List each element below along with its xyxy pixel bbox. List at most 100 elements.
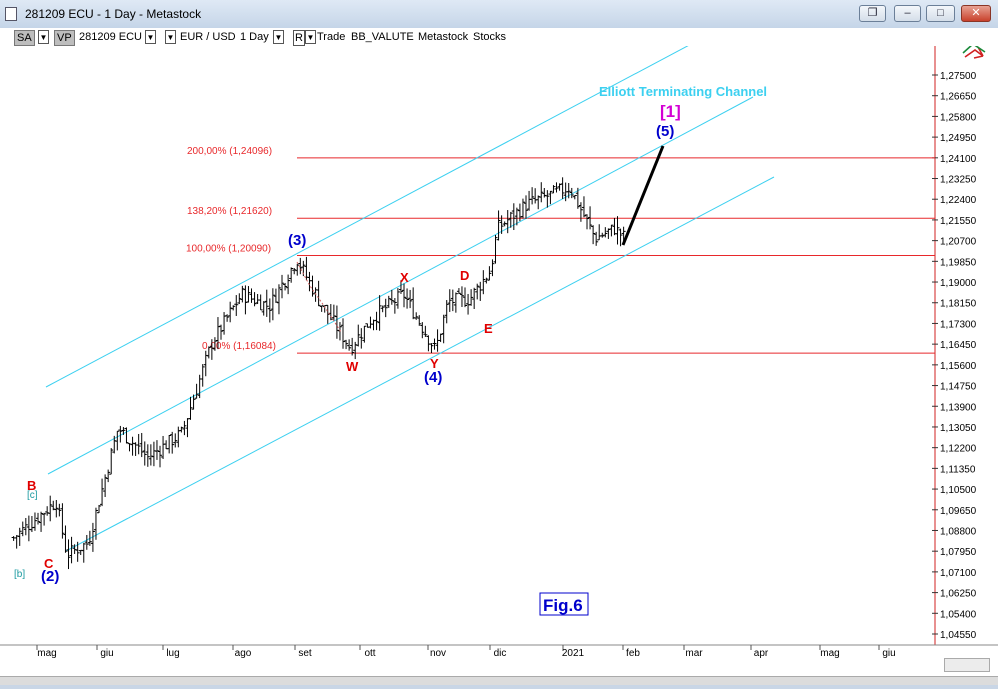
price-bar (383, 298, 388, 318)
price-bar (371, 319, 376, 331)
price-bar (100, 478, 105, 507)
window-title: 281209 ECU - 1 Day - Metastock (25, 7, 202, 21)
price-bar (255, 294, 260, 305)
price-bar (585, 214, 590, 230)
price-bar (533, 188, 538, 204)
sa-button[interactable]: SA (14, 30, 35, 46)
price-bar (456, 288, 461, 295)
vp-button[interactable]: VP (54, 30, 75, 46)
price-bar (142, 441, 147, 466)
price-bar (392, 298, 397, 314)
price-bar (594, 231, 599, 246)
channel-title: Elliott Terminating Channel (599, 84, 767, 99)
pair-name: EUR / USD (180, 31, 236, 43)
pair-dropdown-icon[interactable]: ▼ (165, 30, 176, 44)
price-bar (286, 274, 291, 295)
price-bar (444, 300, 449, 324)
price-bar (307, 271, 312, 292)
price-bar (36, 512, 41, 525)
price-bar (270, 288, 275, 321)
y-tick-label: 1,23250 (940, 175, 977, 186)
restore-down-button[interactable]: ❐ (859, 5, 886, 22)
r-button[interactable]: R (293, 30, 305, 46)
x-tick-label: giu (100, 648, 113, 659)
sa-dropdown-icon[interactable]: ▼ (38, 30, 49, 44)
x-tick-label: mag (820, 648, 839, 659)
price-bar (72, 544, 77, 554)
maximize-button[interactable]: □ (926, 5, 955, 22)
channel-line (45, 0, 775, 388)
price-bar (26, 515, 31, 542)
chart-toolbar: SA ▼ VP 281209 ECU ▼ ▼ EUR / USD 1 Day ▼… (0, 28, 998, 46)
close-button[interactable]: ✕ (961, 5, 991, 22)
price-bar (545, 190, 550, 208)
security-dropdown-icon[interactable]: ▼ (145, 30, 156, 44)
wave-label-c: C (44, 556, 54, 571)
price-bar (151, 441, 156, 467)
status-strip (0, 676, 998, 685)
price-bar (273, 288, 278, 303)
price-bar (42, 512, 47, 526)
r-dropdown-icon[interactable]: ▼ (305, 30, 316, 44)
price-bar (438, 333, 443, 343)
price-bar (200, 364, 205, 387)
price-bar (139, 432, 144, 458)
minimize-button[interactable]: – (894, 5, 921, 22)
price-bar (170, 431, 175, 454)
price-bar (66, 539, 71, 570)
price-bar (487, 266, 492, 281)
wave-label-bracket-b: [b] (14, 569, 25, 580)
price-bar (578, 202, 583, 222)
y-tick-label: 1,21550 (940, 216, 977, 227)
price-bar (32, 512, 37, 531)
price-bar (450, 289, 455, 312)
x-tick-label: ott (364, 648, 375, 659)
price-bar (23, 517, 28, 536)
price-bar (148, 444, 153, 466)
price-bar (258, 294, 263, 311)
green-arrow (962, 42, 986, 54)
price-bar (490, 259, 495, 277)
y-tick-label: 1,04550 (940, 630, 977, 641)
toolbar-item-stocks[interactable]: Stocks (473, 31, 507, 43)
price-bar (459, 286, 464, 307)
price-bar (237, 293, 242, 304)
price-bar (417, 315, 422, 326)
y-tick-label: 1,07100 (940, 568, 977, 579)
price-bar (243, 285, 248, 315)
toolbar-item-trade[interactable]: Trade (317, 31, 346, 43)
price-bar (597, 224, 602, 241)
price-bar (377, 295, 382, 331)
price-bar (472, 287, 477, 310)
period-dropdown-icon[interactable]: ▼ (273, 30, 284, 44)
price-bar (554, 182, 559, 193)
fig-label-text: Fig.6 (543, 596, 583, 615)
horizontal-scrollbar[interactable] (944, 658, 990, 672)
x-tick-label: apr (754, 648, 769, 659)
price-bar (112, 435, 117, 454)
price-bar (39, 511, 44, 532)
security-name: 281209 ECU (79, 31, 142, 43)
price-bar (54, 500, 59, 518)
price-bar (276, 284, 281, 315)
toolbar-item-metastock[interactable]: Metastock (418, 31, 469, 43)
price-bar (368, 316, 373, 329)
price-bar (530, 187, 535, 205)
price-bar (356, 324, 361, 347)
price-bar (469, 289, 474, 306)
price-bar (212, 337, 217, 351)
y-tick-label: 1,10500 (940, 485, 977, 496)
price-bar (380, 305, 385, 313)
y-tick-label: 1,08800 (940, 526, 977, 537)
price-bar (109, 448, 114, 475)
price-bar (344, 339, 349, 350)
price-bar (539, 182, 544, 203)
price-bar (179, 426, 184, 433)
price-bar (106, 469, 111, 483)
toolbar-item-bb-valute[interactable]: BB_VALUTE (351, 31, 414, 43)
y-tick-label: 1,05400 (940, 609, 977, 620)
x-tick-label: nov (430, 648, 446, 659)
price-bar (478, 281, 483, 301)
